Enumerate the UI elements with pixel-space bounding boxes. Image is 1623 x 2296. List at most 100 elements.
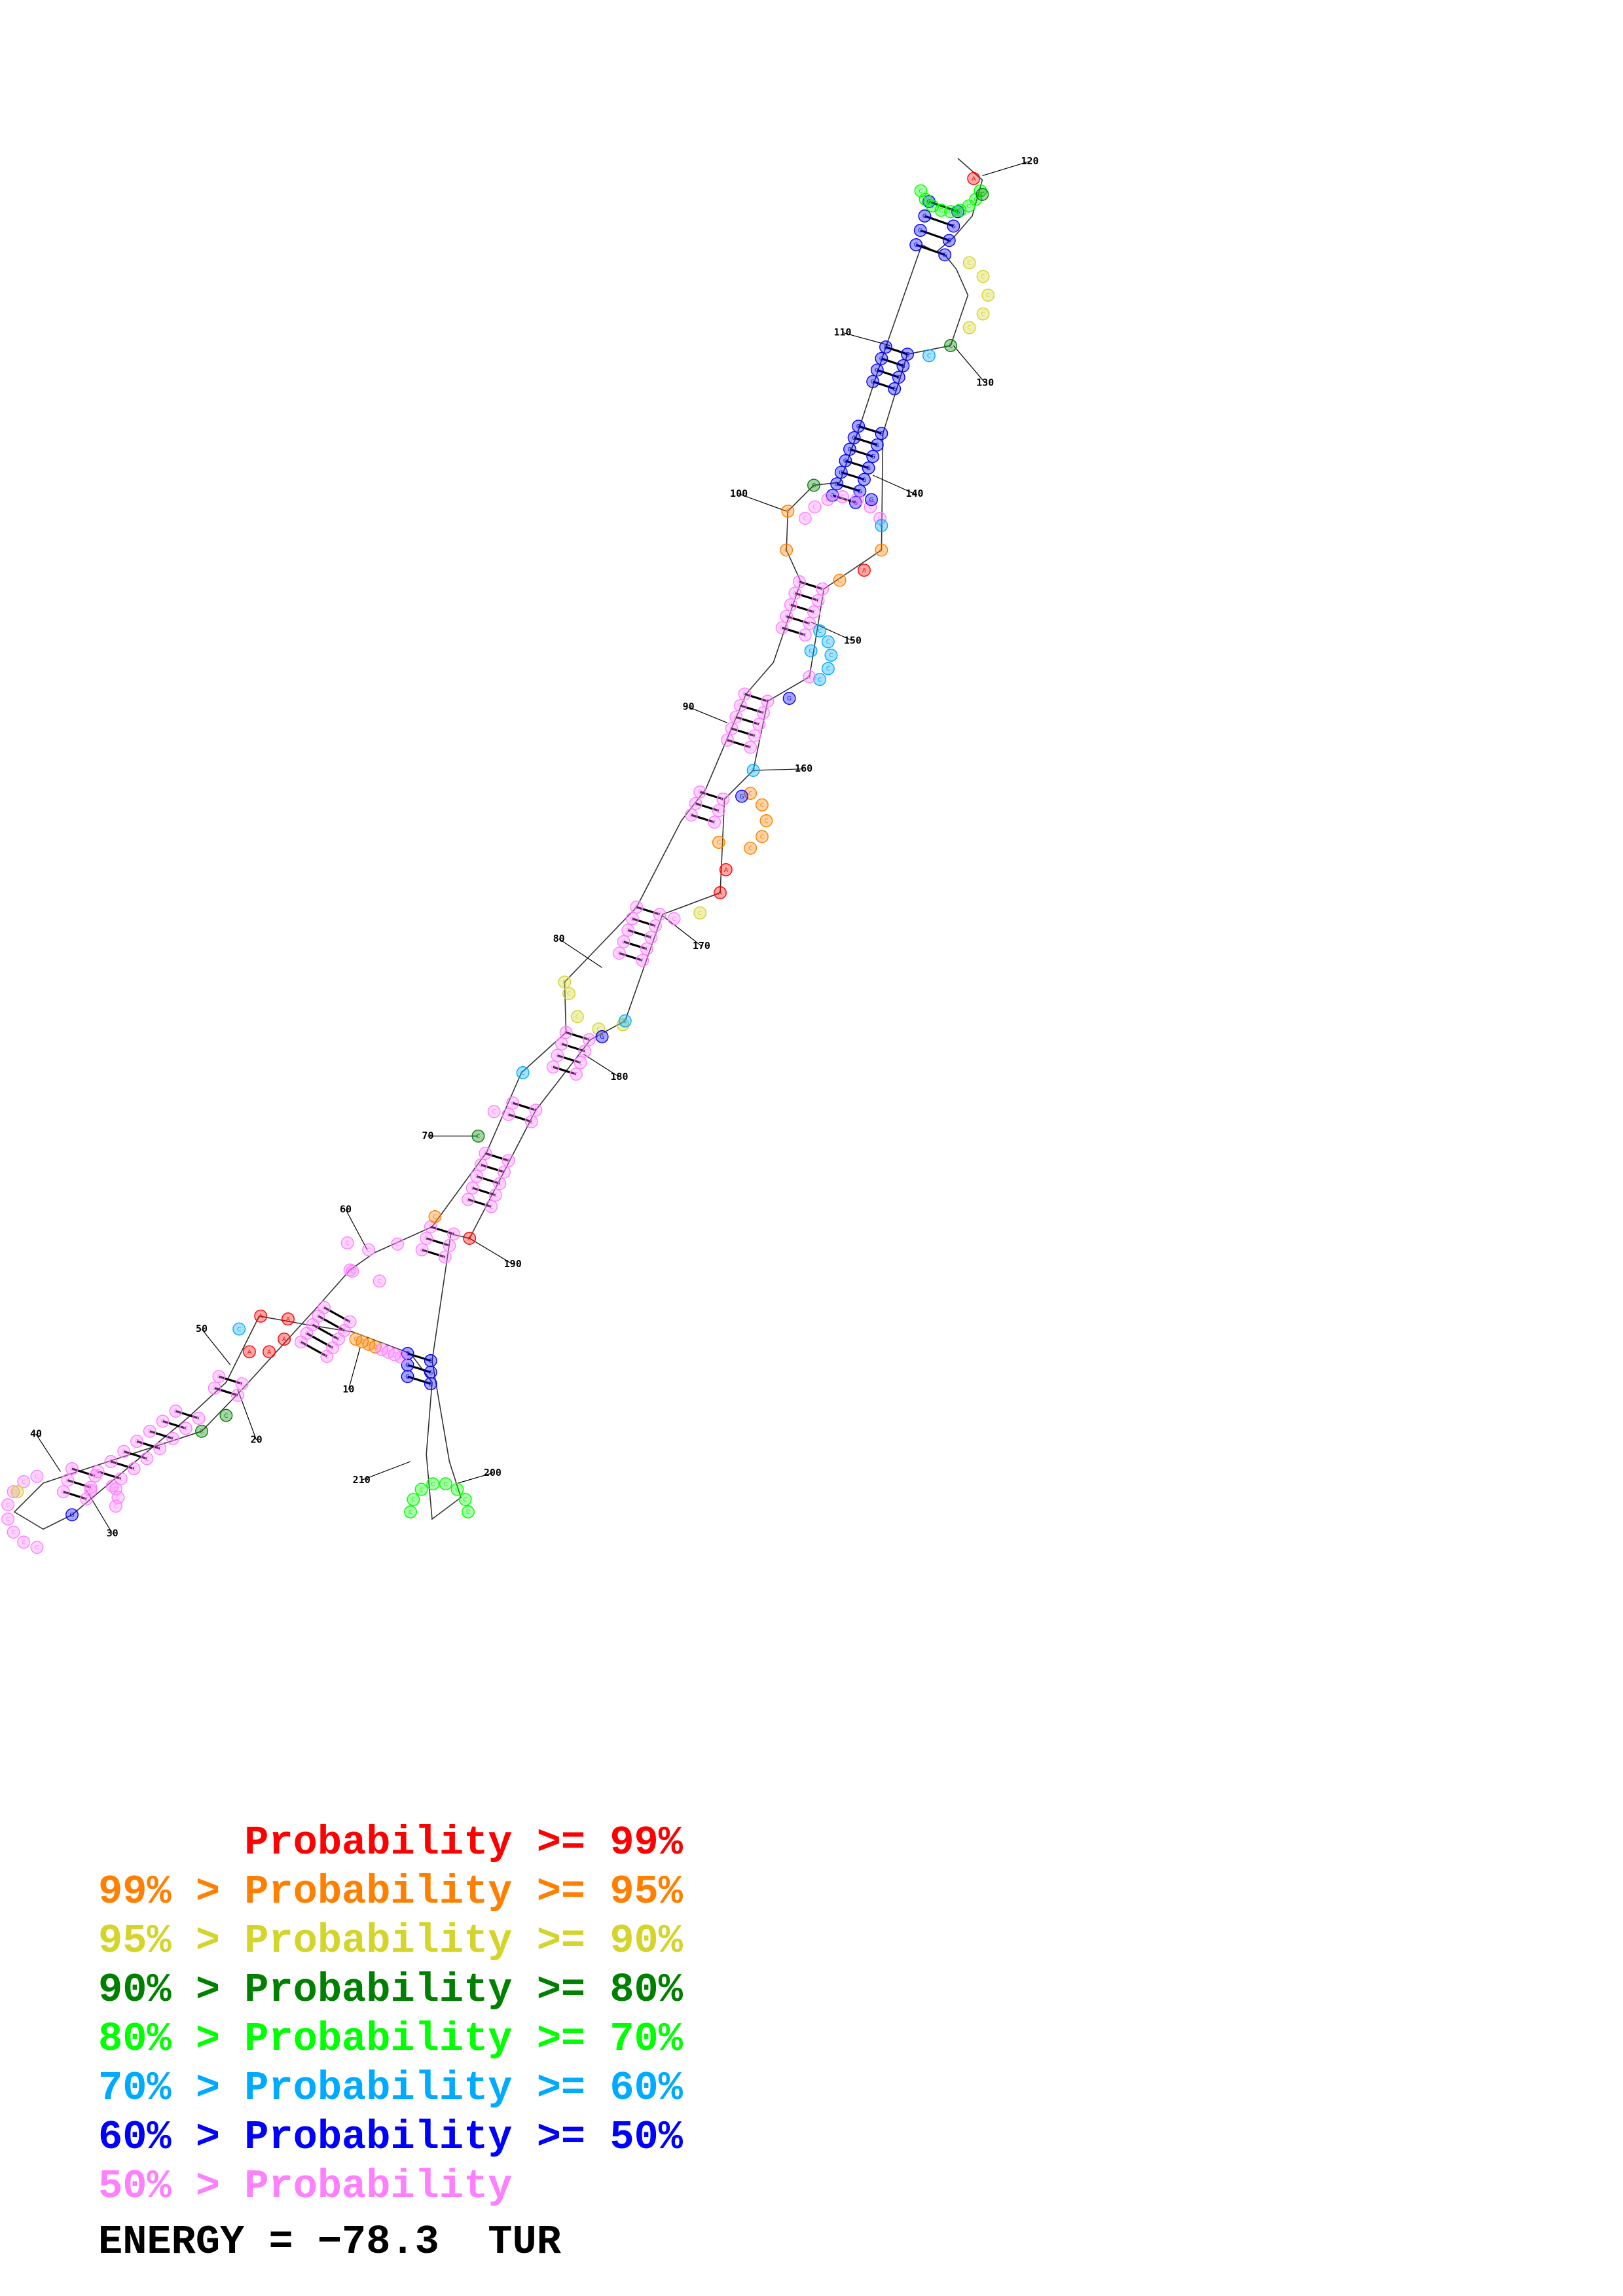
nucleotide-letter: C (672, 916, 676, 923)
nucleotide-letter: C (122, 1449, 126, 1456)
position-tick (237, 1389, 257, 1441)
base-pair-bond (149, 1430, 173, 1440)
nucleotide (570, 1010, 584, 1024)
nucleotide-letter: G (843, 458, 848, 465)
nucleotide (721, 733, 734, 747)
nucleotide-letter: C (342, 1328, 346, 1335)
nucleotide (414, 1482, 428, 1496)
nucleotide (896, 359, 910, 372)
nucleotide (349, 1333, 363, 1346)
nucleotide (913, 224, 927, 237)
nucleotide-letter: C (878, 516, 882, 522)
nucleotide-letter: C (712, 819, 716, 826)
nucleotide (839, 454, 852, 467)
nucleotide-letter: C (657, 912, 661, 918)
base-pair-bond (695, 802, 720, 812)
nucleotide-letter: C (420, 1247, 424, 1254)
nucleotide-letter: C (399, 1355, 403, 1361)
nucleotide-letter: C (455, 1487, 459, 1494)
nucleotide-letter: C (760, 834, 764, 840)
nucleotide (30, 1469, 44, 1483)
base-pair-bond (854, 437, 878, 446)
nucleotide-letter: C (310, 1322, 314, 1329)
nucleotide-letter: C (939, 207, 943, 214)
nucleotide-letter: C (930, 204, 934, 210)
nucleotide (761, 694, 775, 708)
nucleotide-letter: G (740, 794, 744, 800)
base-pair-bond (881, 357, 903, 367)
base-pair-bond (691, 814, 715, 823)
position-tick (35, 1433, 61, 1472)
nucleotide (471, 1129, 485, 1143)
nucleotide (487, 1105, 501, 1119)
nucleotide-letter: C (483, 1151, 487, 1157)
nucleotide (447, 1227, 460, 1241)
nucleotide-letter: G (951, 224, 956, 230)
nucleotide (501, 1154, 515, 1168)
nucleotide-letter: G (956, 209, 960, 216)
nucleotide (644, 931, 658, 944)
nucleotide (506, 1096, 520, 1110)
nucleotide (879, 340, 892, 354)
nucleotide-letter: C (949, 209, 953, 216)
nucleotide (836, 490, 849, 503)
nucleotide-letter: C (132, 1466, 136, 1473)
nucleotide-letter: C (574, 1071, 578, 1078)
nucleotide-letter: C (367, 1342, 371, 1348)
nucleotide (862, 461, 875, 475)
nucleotide (738, 687, 752, 701)
base-pair-bond (323, 1306, 351, 1323)
nucleotide (813, 624, 827, 637)
nucleotide-letter: C (93, 1473, 97, 1480)
nucleotide-letter: C (135, 1439, 139, 1445)
nucleotide (780, 543, 793, 557)
nucleotide-letter: C (578, 1060, 582, 1067)
nucleotide (56, 1485, 70, 1499)
nucleotide-letter: C (812, 505, 816, 511)
nucleotide-letter: C (96, 1469, 100, 1476)
base-pair-bond (63, 1490, 87, 1500)
nucleotide (516, 1066, 530, 1079)
nucleotide-letter: C (784, 548, 788, 554)
nucleotide (752, 717, 766, 731)
nucleotide (775, 621, 789, 635)
nucleotide-letter: C (409, 1509, 412, 1516)
nucleotide (974, 184, 987, 198)
nucleotide (401, 1370, 414, 1384)
nucleotide-letter: C (88, 1485, 92, 1492)
nucleotide-letter: C (797, 579, 801, 586)
nucleotide (426, 1477, 440, 1491)
nucleotide-letter: C (348, 1319, 352, 1326)
nucleotide-letter: G (600, 1034, 604, 1041)
position-label: 80 (553, 933, 565, 944)
nucleotide (143, 1424, 156, 1438)
nucleotide-letter: C (567, 991, 571, 997)
backbone-line (13, 158, 983, 1530)
position-label: 60 (340, 1203, 352, 1215)
position-label: 140 (905, 488, 923, 499)
energy-label: ENERGY = −78.3 TUR (98, 2219, 561, 2265)
nucleotide (901, 348, 914, 361)
base-pair-bond (162, 1420, 187, 1429)
base-pair-bond (476, 1175, 500, 1185)
nucleotide-letter: C (826, 497, 830, 503)
nucleotide-letter: C (753, 733, 757, 740)
nucleotide-letter: C (826, 639, 830, 646)
base-pair-bond (430, 1225, 454, 1235)
nucleotide-letter: C (530, 1119, 534, 1126)
nucleotide-letter: C (807, 621, 811, 628)
base-pair-bond (422, 1249, 446, 1259)
base-pair-bond (885, 346, 908, 355)
position-label: 90 (683, 701, 695, 713)
nucleotide (744, 740, 757, 754)
nucleotide (922, 349, 936, 363)
nucleotide-letter: C (721, 797, 725, 803)
base-pair-bond (71, 1467, 96, 1477)
nucleotide (394, 1350, 408, 1364)
nucleotide (875, 427, 888, 440)
nucleotide-letter: C (809, 649, 812, 655)
nucleotide (278, 1333, 291, 1346)
nucleotide (685, 808, 698, 822)
nucleotide-letter: C (11, 1530, 15, 1536)
